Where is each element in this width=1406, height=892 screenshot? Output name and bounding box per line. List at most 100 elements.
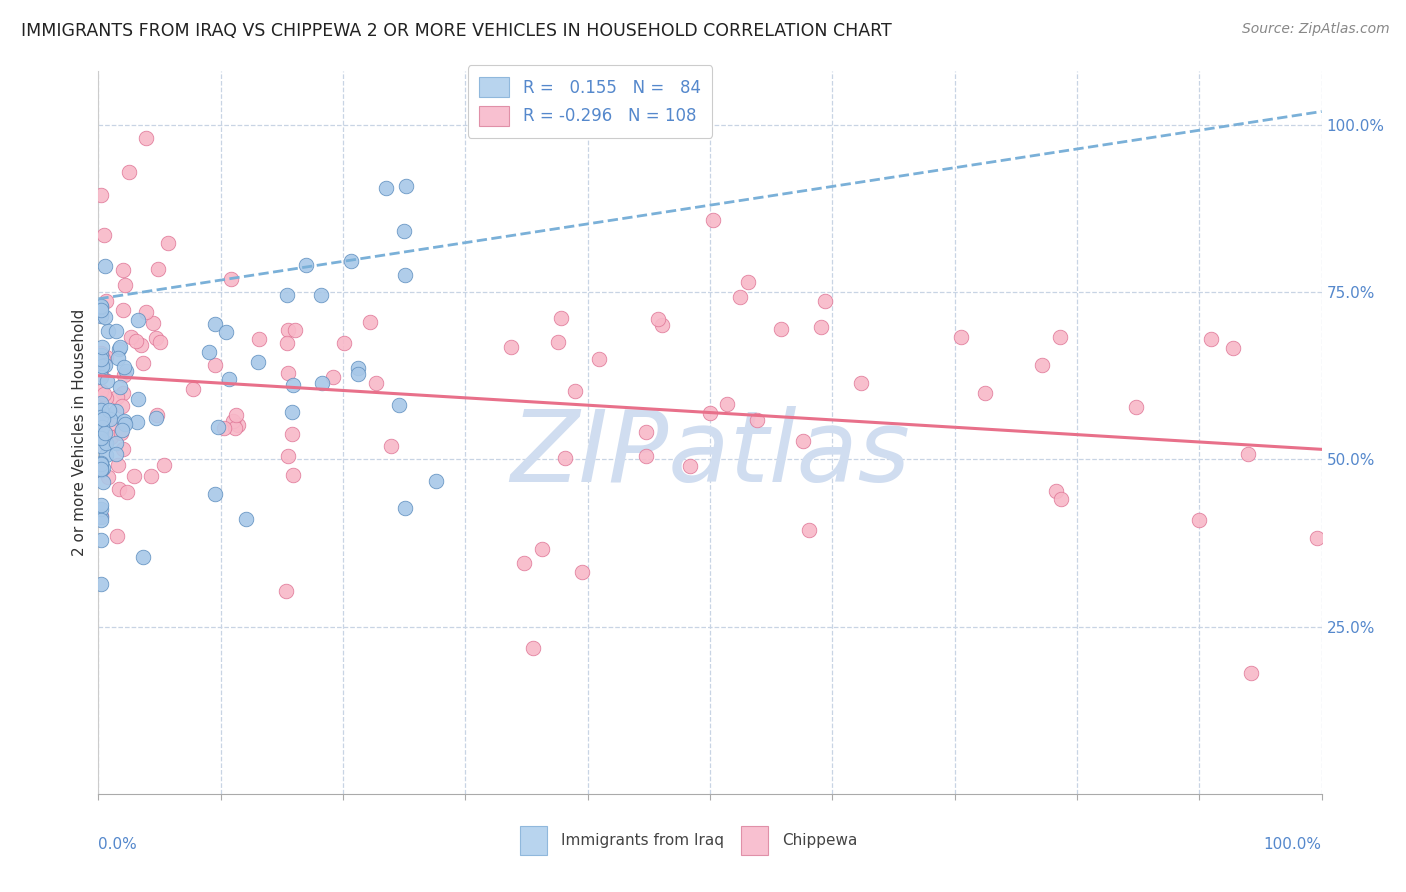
- Point: [97, 470, 120, 484]
- Point: [1049, 330, 1071, 344]
- Point: [90, 299, 112, 313]
- Point: [93, 227, 115, 242]
- Point: [247, 355, 270, 369]
- Point: [770, 322, 793, 336]
- Point: [90, 309, 112, 323]
- Point: [281, 404, 304, 418]
- Point: [276, 335, 298, 350]
- Point: [115, 484, 138, 499]
- Point: [149, 334, 172, 349]
- Point: [90, 310, 112, 324]
- Point: [550, 311, 572, 326]
- Point: [90, 439, 112, 453]
- Point: [1031, 358, 1053, 372]
- Point: [513, 556, 536, 570]
- Point: [112, 303, 135, 318]
- Point: [219, 272, 242, 286]
- Point: [1199, 332, 1222, 346]
- Point: [96, 375, 118, 389]
- Point: [90, 384, 112, 398]
- Point: [522, 640, 544, 655]
- Point: [235, 512, 257, 526]
- Point: [90, 457, 112, 471]
- Point: [322, 369, 344, 384]
- Point: [388, 398, 411, 412]
- Point: [91, 359, 114, 374]
- Point: [90, 369, 112, 384]
- Point: [277, 323, 299, 337]
- Point: [90, 423, 112, 437]
- Point: [111, 399, 134, 413]
- Point: [114, 414, 136, 428]
- Point: [1045, 483, 1067, 498]
- Point: [107, 529, 129, 543]
- Point: [93, 387, 115, 401]
- Point: [198, 345, 221, 359]
- Point: [122, 468, 145, 483]
- Point: [145, 411, 167, 425]
- Point: [152, 458, 174, 473]
- Point: [105, 324, 128, 338]
- Point: [118, 164, 141, 178]
- Point: [115, 364, 138, 378]
- Point: [218, 372, 240, 386]
- Point: [94, 358, 117, 372]
- Point: [1306, 531, 1329, 545]
- Point: [702, 213, 724, 227]
- Point: [94, 435, 117, 450]
- Text: Chippewa: Chippewa: [782, 833, 858, 848]
- Point: [281, 468, 304, 483]
- Point: [90, 187, 112, 202]
- Point: [90, 501, 112, 516]
- Point: [142, 316, 165, 330]
- Point: [374, 180, 396, 194]
- Point: [91, 460, 114, 475]
- Point: [157, 235, 180, 250]
- Point: [745, 413, 768, 427]
- Point: [277, 366, 299, 380]
- Point: [280, 426, 302, 441]
- Point: [91, 412, 114, 426]
- Point: [851, 376, 873, 390]
- Text: Immigrants from Iraq: Immigrants from Iraq: [561, 833, 724, 848]
- Point: [112, 442, 135, 457]
- Point: [111, 263, 134, 277]
- Point: [127, 392, 149, 407]
- Point: [112, 359, 135, 374]
- Point: [111, 423, 134, 437]
- Point: [1240, 666, 1263, 681]
- Point: [1125, 401, 1147, 415]
- Point: [226, 417, 249, 432]
- Point: [810, 320, 832, 334]
- Point: [1188, 513, 1211, 527]
- Point: [634, 449, 657, 463]
- Point: [127, 313, 149, 327]
- Point: [90, 426, 112, 441]
- Point: [564, 384, 586, 398]
- Bar: [520, 826, 547, 855]
- Point: [394, 500, 416, 515]
- Point: [813, 294, 835, 309]
- Point: [93, 259, 115, 273]
- Point: [98, 412, 121, 426]
- Point: [91, 420, 114, 434]
- Point: [347, 367, 370, 381]
- Point: [91, 475, 114, 489]
- Point: [277, 450, 299, 464]
- Point: [792, 434, 814, 449]
- Point: [96, 448, 118, 462]
- Point: [100, 430, 122, 444]
- Point: [96, 294, 118, 309]
- Point: [90, 508, 112, 523]
- Point: [716, 397, 738, 411]
- Point: [91, 351, 114, 366]
- Point: [110, 425, 132, 440]
- Point: [112, 368, 135, 382]
- Point: [125, 415, 148, 429]
- Point: [125, 334, 148, 348]
- Point: [949, 330, 972, 344]
- Point: [90, 300, 112, 314]
- Point: [120, 329, 142, 343]
- Point: [90, 367, 112, 381]
- Text: Source: ZipAtlas.com: Source: ZipAtlas.com: [1241, 22, 1389, 37]
